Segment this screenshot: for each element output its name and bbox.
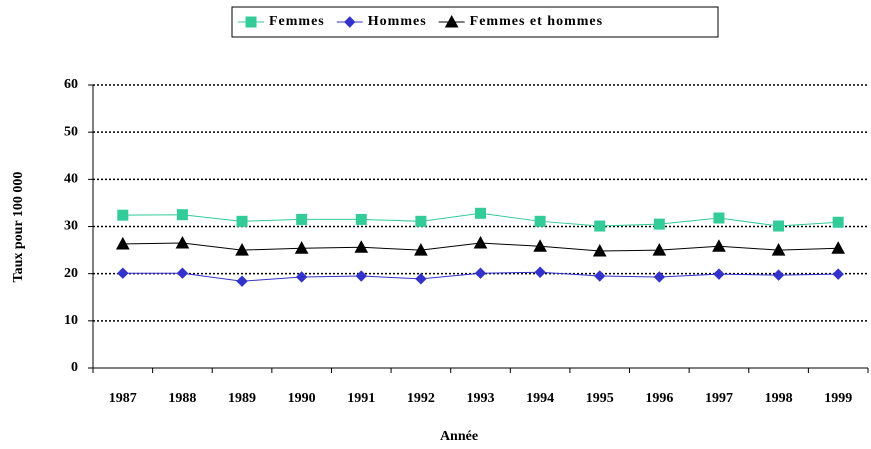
marker [354,240,369,253]
marker [534,266,546,278]
legend-box [231,6,719,38]
legend-label: Femmes et hommes [470,14,603,29]
marker [235,243,249,256]
marker [295,271,308,283]
legend-label: Hommes [368,14,427,29]
marker [592,243,607,257]
x-tick-label: 1990 [288,391,316,406]
marker [653,271,666,283]
marker [117,209,129,221]
x-tick-label: 1993 [467,391,495,406]
marker [832,216,844,228]
x-tick-label: 1988 [168,391,196,406]
marker [117,267,129,279]
x-tick-label: 1994 [526,391,554,406]
marker [653,218,665,230]
x-tick-label: 1987 [109,391,137,406]
marker [115,236,130,250]
marker [534,215,546,227]
marker [414,243,428,256]
x-tick-label: 1995 [586,391,614,406]
marker [771,243,786,256]
y-tick-label: 40 [64,172,78,187]
marker [712,239,726,252]
marker [773,220,785,232]
marker [652,243,667,256]
marker [772,269,785,281]
marker [344,16,356,28]
y-axis-label: Taux pour 100 000 [11,172,26,283]
x-tick-label: 1989 [228,391,256,406]
y-tick-label: 20 [64,266,78,281]
marker [832,268,844,280]
x-tick-label: 1991 [347,391,375,406]
x-tick-label: 1998 [765,391,793,406]
marker [474,267,487,279]
marker [296,213,308,225]
marker [475,207,486,219]
marker [355,270,367,282]
marker [236,215,248,227]
marker [175,235,190,249]
marker [176,209,188,221]
marker [415,215,427,227]
marker [176,267,189,279]
marker [473,235,488,249]
x-tick-label: 1999 [824,391,852,406]
y-tick-label: 0 [71,360,78,375]
marker [355,213,367,225]
x-tick-label: 1992 [407,391,435,406]
marker [245,16,257,28]
marker [713,268,725,280]
marker [294,241,309,254]
x-axis-label: Année [440,429,478,444]
legend-label: Femmes [269,14,325,29]
marker [594,270,606,282]
marker [444,14,459,28]
marker [831,241,846,254]
x-tick-label: 1996 [645,391,673,406]
marker [415,273,427,285]
y-tick-label: 30 [64,219,78,234]
y-tick-label: 10 [64,313,78,328]
marker [533,239,547,252]
marker [594,220,606,232]
y-tick-label: 60 [64,77,78,92]
marker [713,212,725,224]
marker [236,275,248,287]
y-tick-label: 50 [64,124,78,139]
x-tick-label: 1997 [705,391,733,406]
